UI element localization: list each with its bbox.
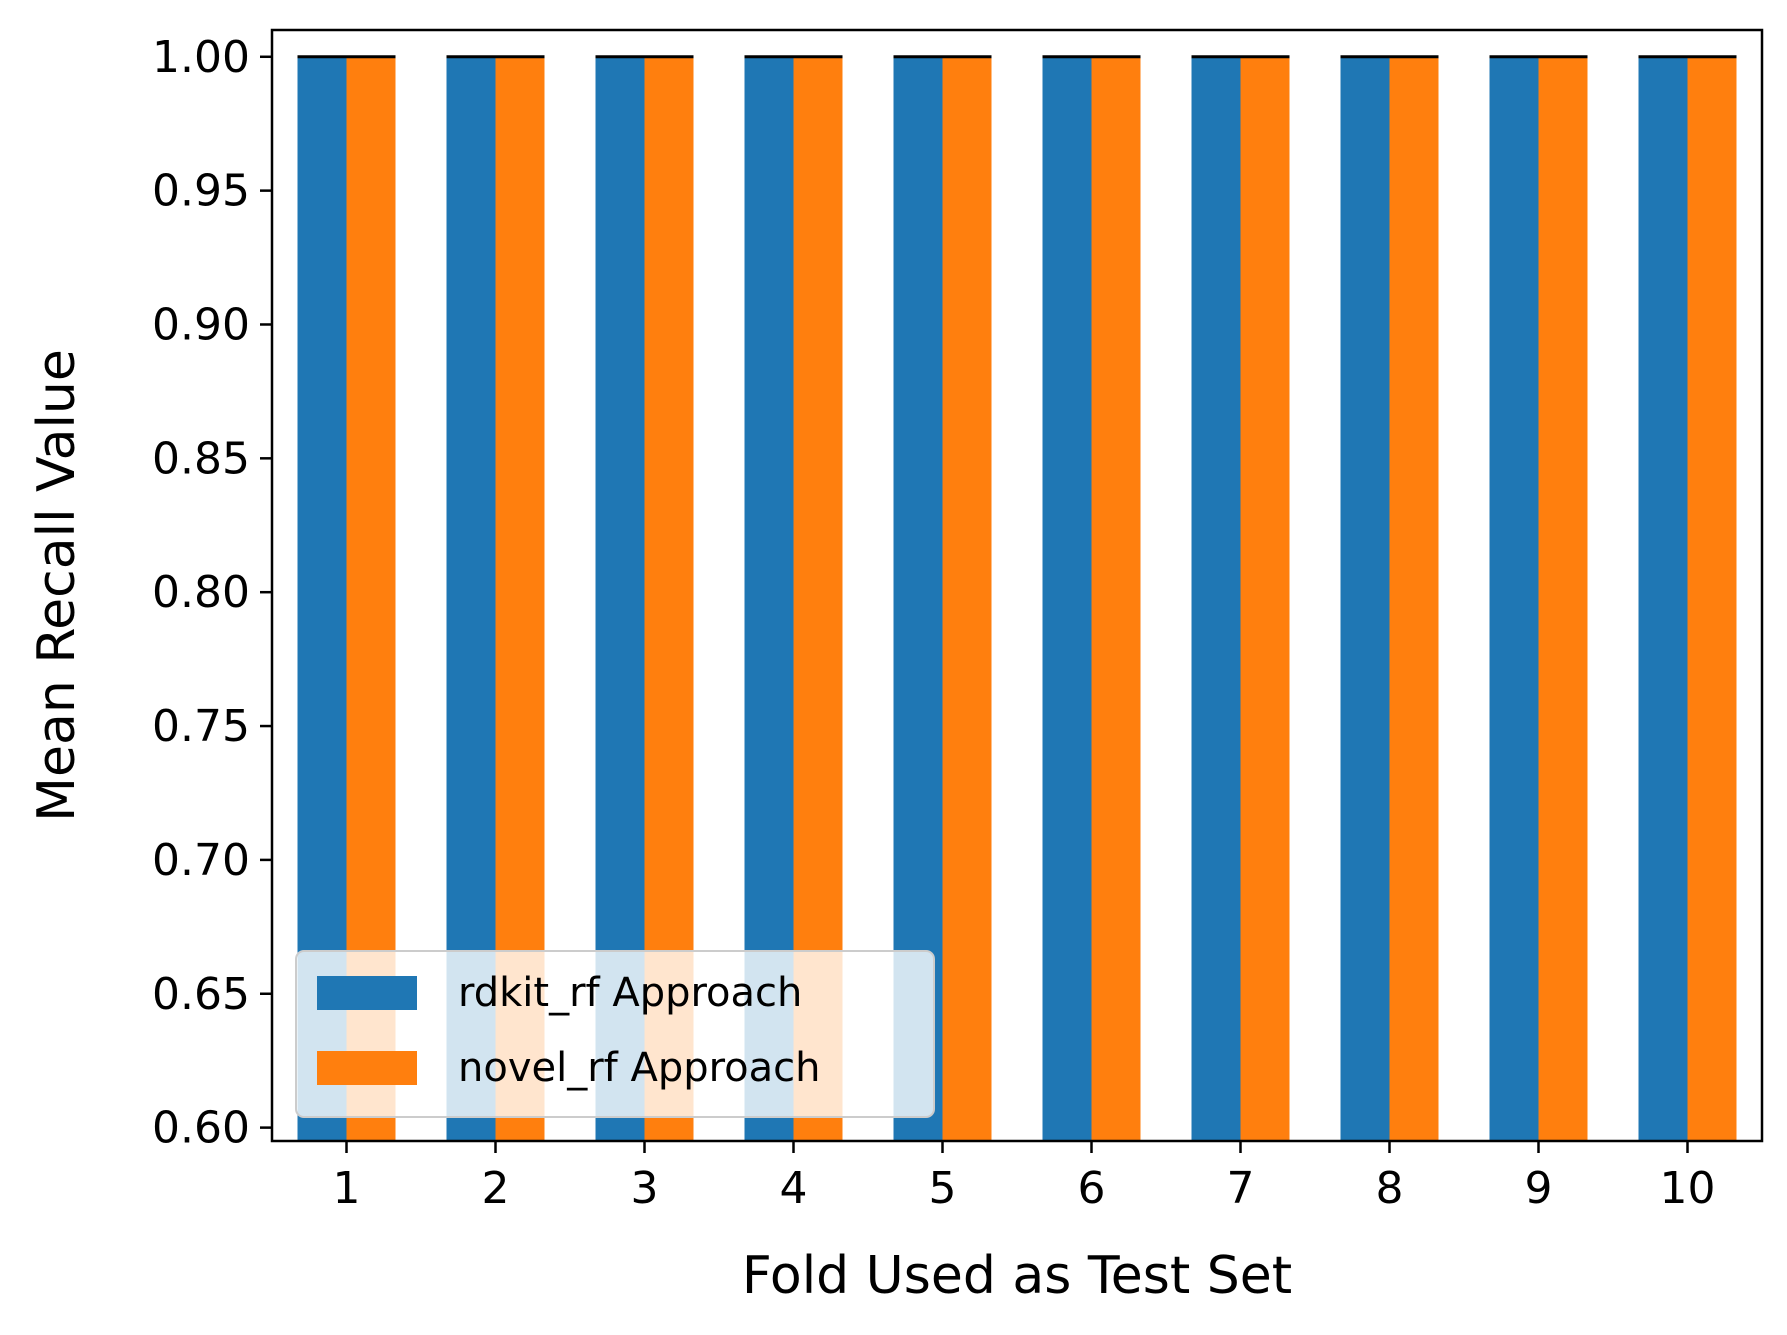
bar-novel-5 <box>942 56 992 1141</box>
x-tick-label: 4 <box>780 1163 808 1214</box>
legend: rdkit_rf Approach novel_rf Approach <box>295 950 935 1118</box>
x-tick-label: 6 <box>1078 1163 1106 1214</box>
bar-novel-7 <box>1240 56 1290 1141</box>
bar-rdkit-7 <box>1191 56 1241 1141</box>
bar-novel-6 <box>1091 56 1141 1141</box>
bar-novel-9 <box>1538 56 1588 1141</box>
x-axis-label: Fold Used as Test Set <box>742 1246 1292 1306</box>
y-tick-label: 0.75 <box>152 701 250 752</box>
x-tick-label: 2 <box>482 1163 510 1214</box>
y-tick-label: 0.90 <box>152 299 250 350</box>
x-tick-label: 8 <box>1376 1163 1404 1214</box>
legend-swatch-rdkit <box>317 976 417 1010</box>
y-tick-label: 0.70 <box>152 835 250 886</box>
y-axis-label: Mean Recall Value <box>27 349 87 822</box>
y-tick-label: 0.65 <box>152 969 250 1020</box>
x-tick-label: 5 <box>929 1163 957 1214</box>
legend-frame <box>295 950 935 1118</box>
bar-rdkit-10 <box>1638 56 1688 1141</box>
y-tick-label: 0.60 <box>152 1103 250 1154</box>
bar-rdkit-8 <box>1340 56 1390 1141</box>
x-tick-label: 7 <box>1227 1163 1255 1214</box>
x-axis: 1 2 3 4 5 6 7 8 9 10 <box>333 1141 1716 1214</box>
x-tick-label: 1 <box>333 1163 361 1214</box>
y-tick-label: 0.85 <box>152 433 250 484</box>
y-tick-label: 0.95 <box>152 166 250 217</box>
legend-label-novel: novel_rf Approach <box>458 1045 821 1091</box>
y-axis: 0.60 0.65 0.70 0.75 0.80 0.85 0.90 0.95 1.00 <box>152 32 272 1154</box>
bar-novel-8 <box>1389 56 1439 1141</box>
x-tick-label: 10 <box>1660 1163 1716 1214</box>
x-tick-label: 9 <box>1525 1163 1553 1214</box>
bar-novel-10 <box>1687 56 1737 1141</box>
bar-rdkit-6 <box>1042 56 1092 1141</box>
plot-frame <box>270 28 1764 1143</box>
legend-label-rdkit: rdkit_rf Approach <box>458 970 802 1016</box>
legend-swatch-novel <box>317 1051 417 1085</box>
x-tick-label: 3 <box>631 1163 659 1214</box>
bar-rdkit-9 <box>1489 56 1539 1141</box>
y-tick-label: 1.00 <box>152 32 250 83</box>
y-tick-label: 0.80 <box>152 567 250 618</box>
